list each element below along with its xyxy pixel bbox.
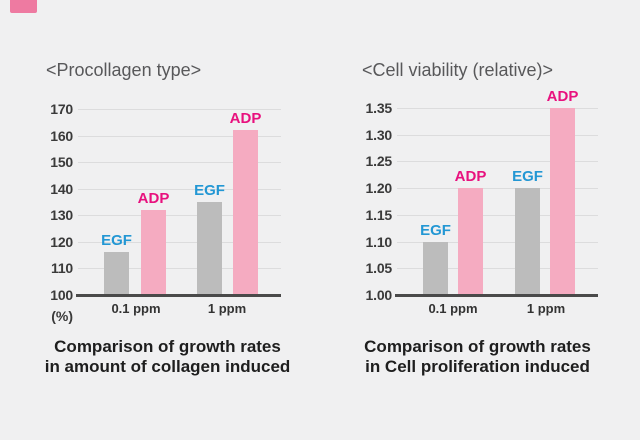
- bar-series-label: ADP: [137, 189, 170, 207]
- gridline: [397, 188, 598, 189]
- bar-adp-0.1ppm: [141, 209, 166, 296]
- gridline: [78, 162, 281, 163]
- y-tick-label: 100: [50, 287, 73, 303]
- chart-title: <Procollagen type>: [46, 60, 202, 80]
- gridline: [78, 242, 281, 243]
- bar-adp-1ppm: [550, 108, 575, 296]
- caption-line: Comparison of growth rates: [54, 337, 281, 356]
- y-tick-label: 160: [50, 128, 73, 144]
- y-tick-label: 150: [50, 154, 73, 170]
- gridline: [78, 136, 281, 137]
- y-tick-label: 1.30: [365, 127, 393, 143]
- bar-egf-0.1ppm: [104, 252, 129, 296]
- y-tick-label: 110: [51, 260, 73, 276]
- chart-title: <Cell viability (relative)>: [362, 60, 554, 80]
- y-tick-label: 1.15: [365, 207, 393, 223]
- chart-caption: Comparison of growth rates in Cell prolif…: [337, 337, 618, 377]
- x-axis-line: [395, 294, 598, 297]
- x-category-label: 0.1 ppm: [428, 301, 478, 316]
- y-tick-label: 1.25: [365, 153, 393, 169]
- caption-line: in Cell proliferation induced: [365, 357, 590, 376]
- x-category-label: 1 ppm: [526, 301, 566, 316]
- bar-egf-1ppm: [515, 188, 540, 296]
- gridline: [78, 189, 281, 190]
- gridline: [397, 215, 598, 216]
- y-tick-label: 1.10: [365, 234, 393, 250]
- bar-series-label: ADP: [454, 168, 487, 186]
- caption-line: in amount of collagen induced: [44, 357, 291, 376]
- y-tick-label: 120: [50, 234, 73, 250]
- bar-series-label: EGF: [420, 221, 451, 239]
- bar-series-label: EGF: [194, 182, 225, 199]
- gridline: [397, 268, 598, 269]
- x-category-label: 0.1 ppm: [111, 301, 161, 316]
- bar-adp-1ppm: [233, 130, 258, 296]
- y-axis-unit-label: (%): [51, 308, 73, 324]
- chart-caption: Comparison of growth rates in amount of c…: [27, 337, 308, 377]
- y-tick-label: 1.00: [365, 287, 393, 303]
- y-tick-label: 1.20: [365, 180, 393, 196]
- bar-series-label: ADP: [546, 88, 579, 105]
- bar-egf-0.1ppm: [423, 241, 448, 296]
- gridline: [397, 108, 598, 109]
- gridline: [78, 268, 281, 269]
- bar-egf-1ppm: [197, 202, 222, 296]
- y-tick-label: 130: [50, 207, 73, 223]
- x-category-label: 1 ppm: [207, 301, 247, 316]
- gridline: [397, 161, 598, 162]
- bar-series-label: EGF: [101, 232, 132, 250]
- gridline: [397, 242, 598, 243]
- gridline: [397, 135, 598, 136]
- x-axis-line: [76, 294, 281, 297]
- gridline: [78, 109, 281, 110]
- y-tick-label: 170: [50, 101, 73, 117]
- bar-series-label: ADP: [229, 110, 262, 128]
- y-tick-label: 1.35: [365, 100, 393, 116]
- bar-series-label: EGF: [512, 168, 543, 186]
- bar-adp-0.1ppm: [458, 188, 483, 296]
- bookmark-tab: [10, 0, 37, 13]
- y-tick-label: 140: [50, 181, 73, 197]
- y-tick-label: 1.05: [365, 260, 393, 276]
- caption-line: Comparison of growth rates: [364, 337, 591, 356]
- gridline: [78, 215, 281, 216]
